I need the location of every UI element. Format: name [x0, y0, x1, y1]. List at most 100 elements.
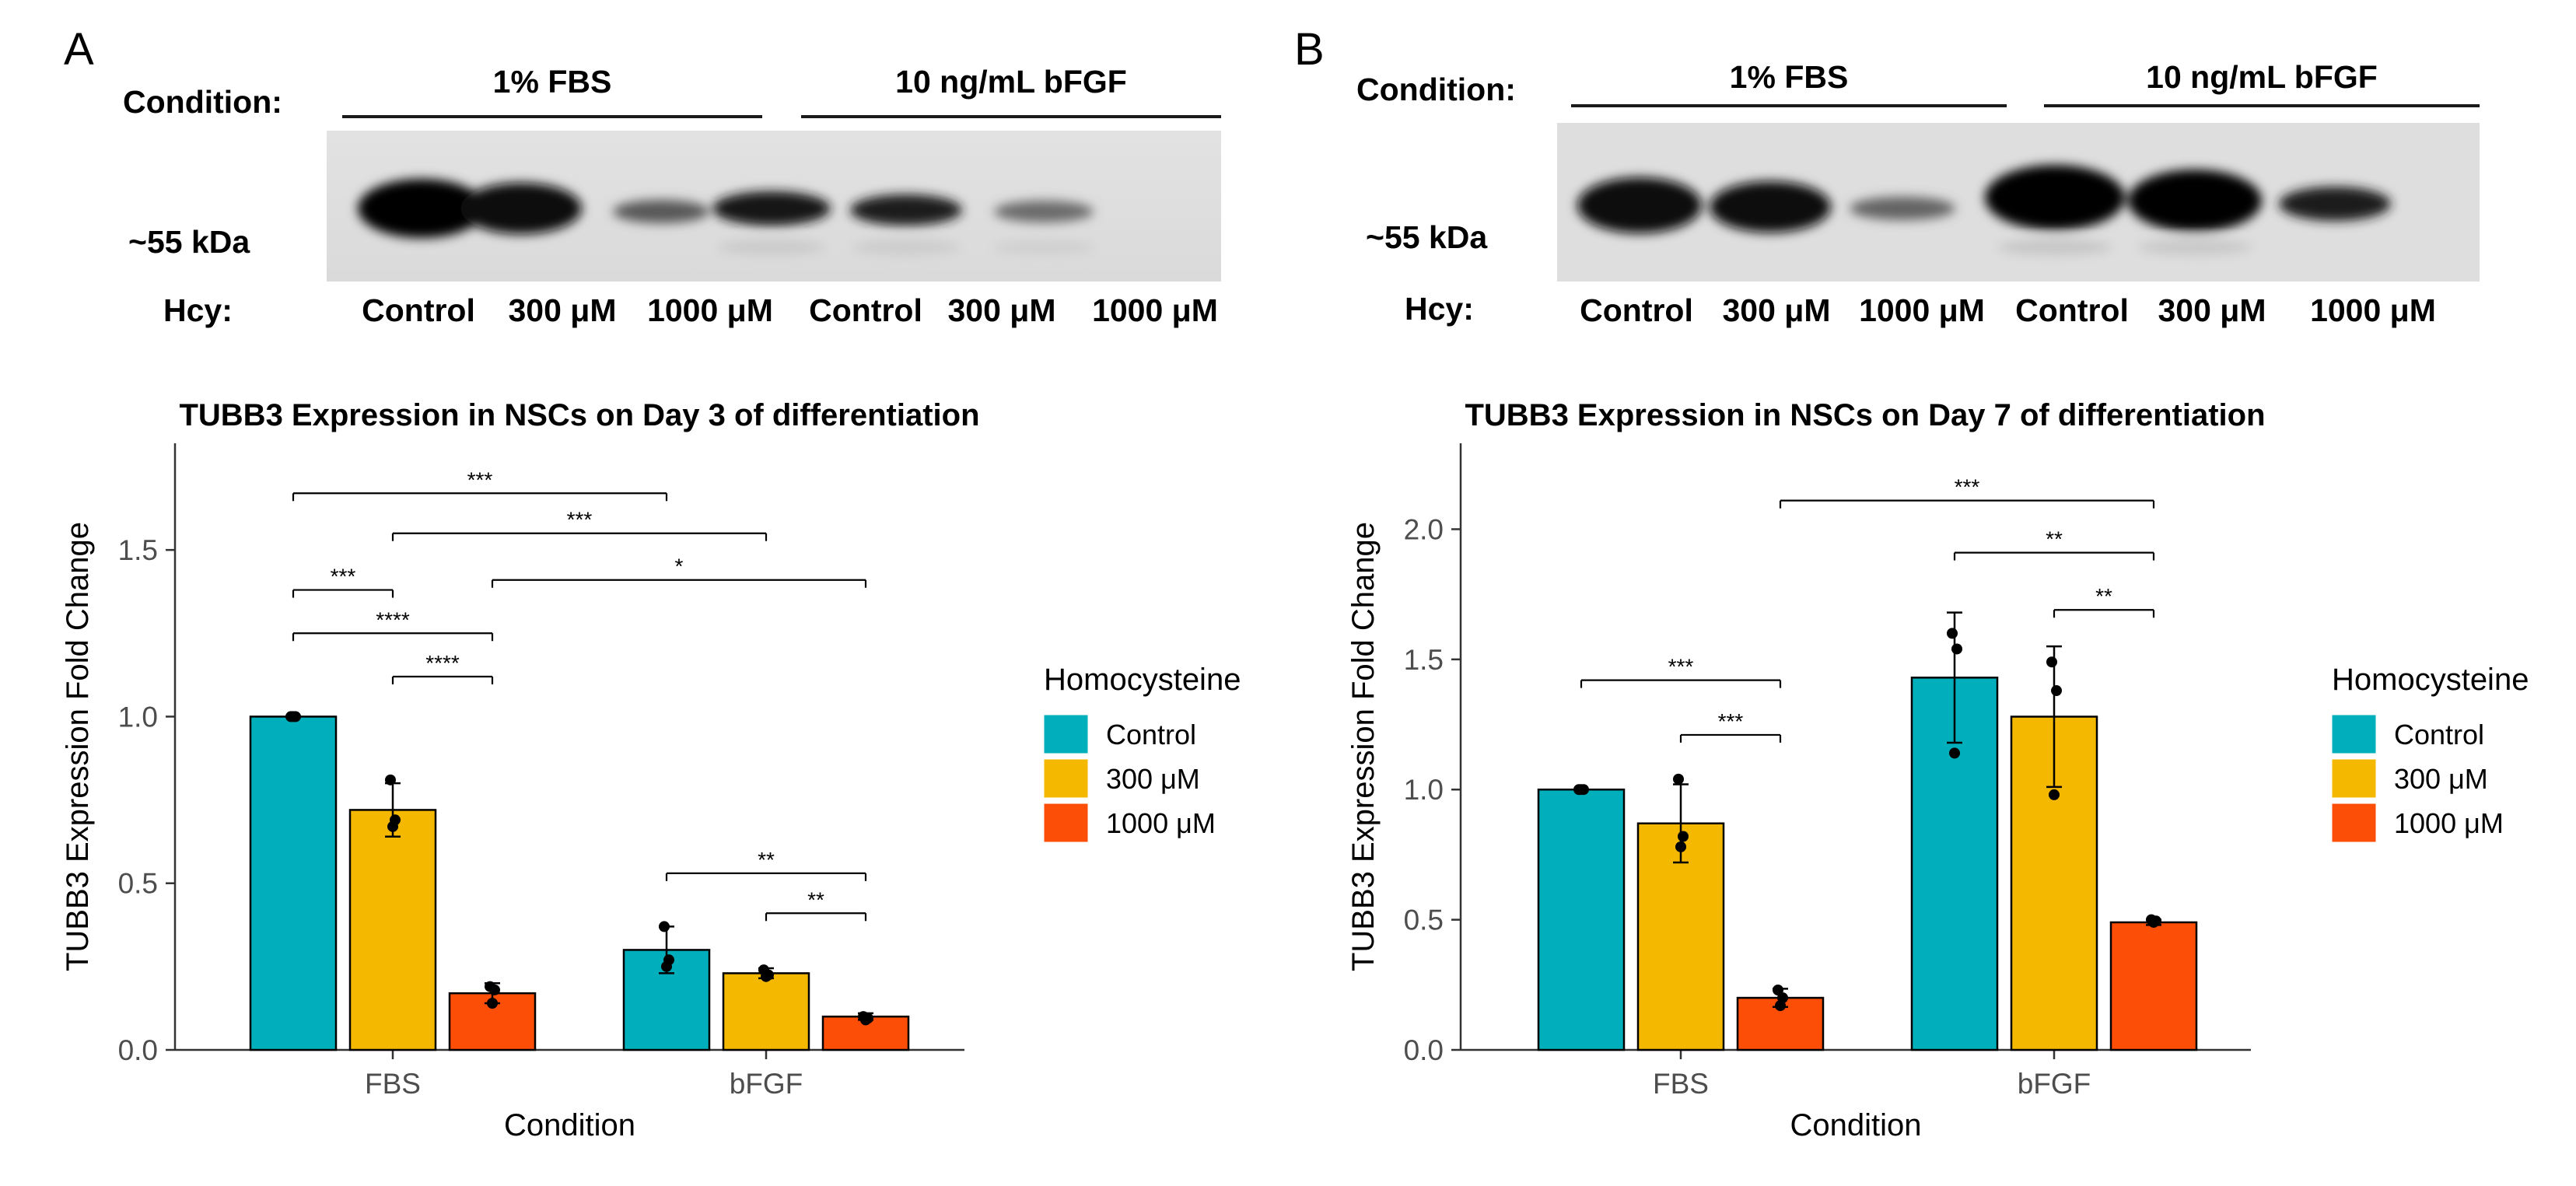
legend-label: 300 μM — [1106, 763, 1200, 795]
lane-label: Control — [809, 292, 922, 328]
lane-label: Control — [2015, 292, 2129, 328]
data-point — [1949, 747, 1960, 759]
western-blot-image — [327, 131, 1221, 282]
y-tick-label: 0.0 — [1404, 1034, 1444, 1066]
hcy-label: Hcy: — [163, 292, 233, 328]
data-point — [487, 998, 498, 1009]
significance-label: ** — [807, 887, 824, 911]
bar — [722, 972, 810, 1051]
legend-label: Control — [2394, 719, 2484, 750]
significance-label: *** — [567, 508, 593, 532]
chart-title: TUBB3 Expression in NSCs on Day 3 of dif… — [179, 398, 979, 432]
blot-group-label: 1% FBS — [492, 64, 612, 100]
western-blot-image — [1557, 123, 2480, 282]
x-tick-label: FBS — [1653, 1068, 1709, 1100]
lane-label: Control — [362, 292, 475, 328]
significance-label: ** — [2046, 527, 2063, 551]
legend-title: Homocysteine — [1044, 663, 1241, 697]
legend-label: 1000 μM — [1106, 807, 1216, 839]
x-axis-label: Condition — [1790, 1108, 1921, 1142]
data-point — [385, 774, 396, 785]
data-point — [2148, 916, 2159, 928]
bar — [622, 949, 711, 1051]
significance-label: *** — [331, 565, 356, 589]
bar-chart-day3: TUBB3 Expression in NSCs on Day 3 of dif… — [61, 398, 1241, 1142]
band-size-label: ~55 kDa — [128, 224, 250, 260]
lane-label: Control — [1580, 292, 1693, 328]
panel-letter: B — [1294, 24, 1325, 75]
panel-b: B Condition: 1% FBS 10 ng/mL bFGF ~55 kD… — [1288, 0, 2576, 1186]
data-point — [2049, 789, 2060, 800]
x-tick-label: bFGF — [730, 1068, 803, 1100]
blot-group-rule — [801, 115, 1221, 118]
blot-group-label: 1% FBS — [1729, 59, 1849, 95]
legend-title: Homocysteine — [2332, 663, 2529, 697]
blot-group-rule — [1571, 104, 2007, 107]
data-point — [1678, 831, 1689, 842]
data-point — [1775, 1000, 1786, 1012]
data-point — [288, 711, 299, 722]
x-tick-label: bFGF — [2018, 1068, 2091, 1100]
bar — [249, 715, 338, 1051]
data-point — [1576, 784, 1587, 796]
bar — [348, 809, 437, 1051]
legend-swatch — [2331, 714, 2377, 754]
lane-label: 1000 μM — [1092, 292, 1218, 328]
data-point — [1951, 643, 1962, 655]
significance-label: *** — [467, 467, 493, 492]
y-tick-label: 1.0 — [118, 701, 158, 733]
y-tick-label: 1.5 — [1404, 644, 1444, 676]
bar — [2109, 921, 2198, 1051]
data-point — [387, 820, 398, 832]
y-tick-label: 2.0 — [1404, 513, 1444, 545]
x-tick-label: FBS — [365, 1068, 421, 1100]
data-point — [761, 971, 772, 982]
blot-group-rule — [342, 115, 762, 118]
data-point — [1773, 985, 1783, 996]
legend-label: 1000 μM — [2394, 807, 2504, 839]
legend-label: Control — [1106, 719, 1196, 750]
bar-chart-day7: TUBB3 Expression in NSCs on Day 7 of dif… — [1346, 398, 2529, 1142]
y-tick-label: 1.5 — [118, 534, 158, 566]
panel-letter: A — [64, 24, 94, 75]
blot-group-rule — [2044, 104, 2480, 107]
legend-swatch — [1043, 758, 1089, 799]
lane-label: 300 μM — [1722, 292, 1831, 328]
data-point — [659, 921, 670, 932]
blot-condition-label: Condition: — [1356, 72, 1516, 107]
x-axis-label: Condition — [504, 1108, 635, 1142]
y-tick-label: 1.0 — [1404, 774, 1444, 806]
significance-label: **** — [376, 607, 410, 631]
chart-title: TUBB3 Expression in NSCs on Day 7 of dif… — [1465, 398, 2265, 432]
data-point — [1675, 841, 1686, 852]
blot-group-label: 10 ng/mL bFGF — [2146, 59, 2378, 95]
y-tick-label: 0.5 — [118, 868, 158, 900]
data-point — [1673, 773, 1684, 785]
data-point — [860, 1014, 871, 1026]
data-point — [2051, 685, 2062, 697]
lane-label: 1000 μM — [2310, 292, 2436, 328]
band-size-label: ~55 kDa — [1366, 219, 1488, 255]
significance-label: *** — [1955, 475, 1980, 499]
panel-a: A Condition: 1% FBS 10 ng/mL bFGF ~55 kD… — [61, 24, 1241, 1142]
blot-group-label: 10 ng/mL bFGF — [895, 64, 1127, 100]
significance-label: ** — [2095, 584, 2112, 608]
lane-label: 1000 μM — [1859, 292, 1985, 328]
lane-label: 300 μM — [2158, 292, 2266, 328]
data-point — [661, 960, 672, 972]
legend-swatch — [1043, 714, 1089, 754]
y-tick-label: 0.5 — [1404, 904, 1444, 936]
significance-label: ** — [758, 848, 775, 872]
blot-condition-label: Condition: — [123, 84, 282, 120]
bar — [1537, 788, 1626, 1051]
significance-label: * — [675, 555, 684, 579]
data-point — [489, 984, 500, 995]
hcy-label: Hcy: — [1405, 291, 1474, 327]
data-point — [2046, 656, 2057, 668]
significance-label: **** — [425, 651, 460, 675]
y-axis-label: TUBB3 Expression Fold Change — [61, 522, 95, 971]
significance-label: *** — [1718, 709, 1744, 733]
lane-label: 300 μM — [947, 292, 1056, 328]
lane-label: 1000 μM — [647, 292, 773, 328]
data-point — [1947, 628, 1958, 639]
